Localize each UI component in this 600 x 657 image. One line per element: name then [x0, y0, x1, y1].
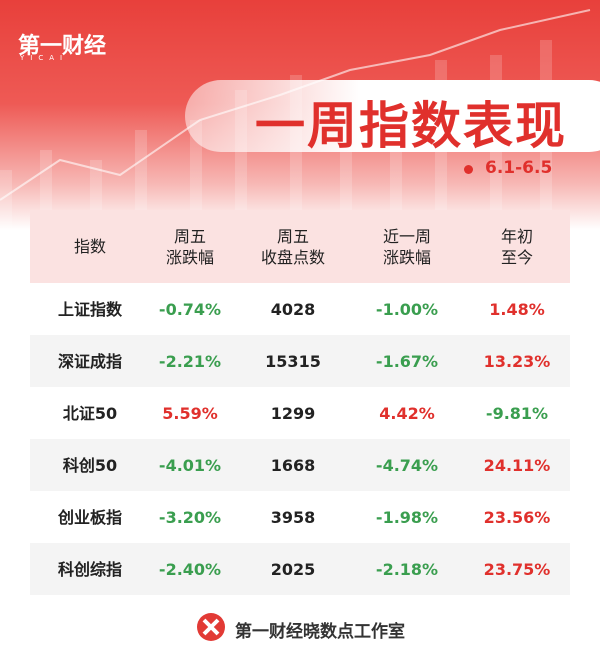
cell-value: -1.67% [375, 351, 439, 371]
header-line: 涨跌幅 [165, 247, 215, 267]
cell-value: -2.21% [158, 351, 222, 371]
cell-value: 1.48% [489, 299, 545, 319]
table-row: 科创综指 -2.40% 2025 -2.18% 23.75% [30, 543, 570, 595]
cell-value: 5.59% [162, 403, 218, 423]
cell-value: -1.98% [375, 507, 439, 527]
cell-value: -0.74% [158, 299, 222, 319]
cell-value: -2.40% [158, 559, 222, 579]
title: 一周指数表现 [255, 97, 567, 155]
table-row: 深证成指 -2.21% 15315 -1.67% 13.23% [30, 335, 570, 387]
cell-value: 1668 [270, 455, 316, 475]
column-header: 周五 收盘点数 [261, 226, 325, 268]
cell-value: 24.11% [483, 455, 551, 475]
column-header: 指数 [74, 236, 106, 257]
cell-value: 13.23% [483, 351, 551, 371]
cell-value: 23.56% [483, 507, 551, 527]
cell-value: 4028 [270, 299, 316, 319]
footer-icon [197, 613, 225, 641]
table-row: 创业板指 -3.20% 3958 -1.98% 23.56% [30, 491, 570, 543]
header-line: 指数 [73, 237, 107, 256]
header-line: 收盘点数 [260, 247, 326, 267]
header-line: 近一周 [382, 226, 432, 246]
index-name: 科创综指 [57, 559, 123, 579]
table-row: 上证指数 -0.74% 4028 -1.00% 1.48% [30, 283, 570, 335]
cell-value: 4.42% [379, 403, 435, 423]
header-line: 周五 [276, 226, 310, 246]
index-name: 创业板指 [57, 507, 123, 527]
column-header: 近一周 涨跌幅 [383, 226, 431, 268]
cell-value: -9.81% [485, 403, 549, 423]
cell-value: -3.20% [158, 507, 222, 527]
column-header: 周五 涨跌幅 [166, 226, 214, 268]
index-name: 上证指数 [57, 299, 123, 319]
cell-value: -1.00% [375, 299, 439, 319]
table-row: 科创50 -4.01% 1668 -4.74% 24.11% [30, 439, 570, 491]
header-line: 年初 [500, 226, 534, 246]
cell-value: 15315 [265, 351, 321, 371]
title-pill [185, 80, 600, 152]
header-line: 至今 [500, 247, 534, 267]
cell-value: 2025 [270, 559, 316, 579]
date: 6.1-6.5 [485, 158, 553, 178]
logo: 第一财经 [18, 34, 107, 59]
table: 指数 周五 涨跌幅 周五 收盘点数 近一周 涨跌幅 年初 至今 上证指数 -0.74% 4028 -1.… [30, 210, 570, 595]
cell-value: 23.75% [483, 559, 551, 579]
cell-value: 3958 [270, 507, 316, 527]
header-line: 涨跌幅 [382, 247, 432, 267]
cell-value: -4.01% [158, 455, 222, 475]
cell-value: 1299 [270, 403, 316, 423]
table-row: 北证50 5.59% 1299 4.42% -9.81% [30, 387, 570, 439]
index-name: 科创50 [62, 455, 118, 475]
footer: 第一财经晓数点工作室 [235, 622, 405, 642]
date-dot [464, 165, 473, 174]
cell-value: -4.74% [375, 455, 439, 475]
logo-sub: YICAI [20, 54, 69, 62]
column-header: 年初 至今 [501, 226, 533, 268]
cell-value: -2.18% [375, 559, 439, 579]
index-name: 北证50 [62, 403, 118, 423]
index-name: 深证成指 [57, 351, 123, 371]
header-row: 指数 周五 涨跌幅 周五 收盘点数 近一周 涨跌幅 年初 至今 [30, 210, 570, 283]
header-line: 周五 [173, 226, 207, 246]
